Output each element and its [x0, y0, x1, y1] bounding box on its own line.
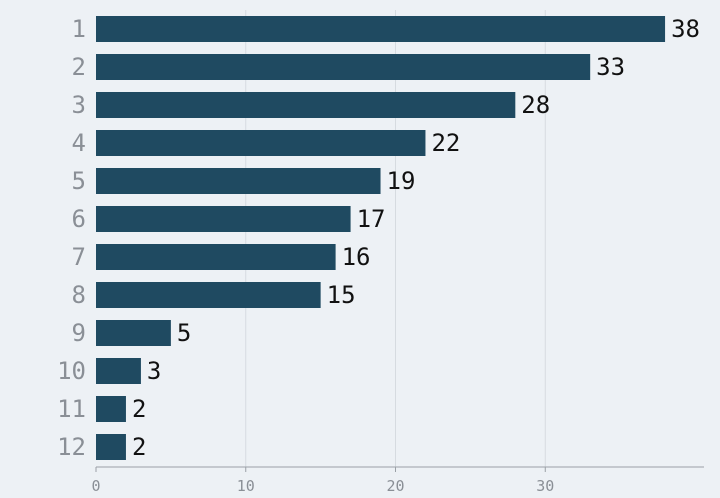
bars: [96, 16, 666, 460]
bar-1: [96, 16, 666, 42]
bar-11: [96, 396, 126, 422]
value-label-10: 3: [147, 357, 161, 385]
bar-3: [96, 92, 516, 118]
value-label-6: 17: [357, 205, 386, 233]
value-label-5: 19: [387, 167, 416, 195]
category-label-4: 4: [72, 129, 86, 157]
category-label-11: 11: [57, 395, 86, 423]
x-axis: 0 10 20 30: [91, 466, 704, 495]
value-label-3: 28: [521, 91, 550, 119]
bar-12: [96, 434, 126, 460]
value-label-7: 16: [342, 243, 371, 271]
x-tick-label-10: 10: [237, 477, 255, 495]
bar-10: [96, 358, 141, 384]
bar-4: [96, 130, 426, 156]
value-label-1: 38: [671, 15, 700, 43]
category-label-1: 1: [72, 15, 86, 43]
category-label-6: 6: [72, 205, 86, 233]
category-label-2: 2: [72, 53, 86, 81]
labels: 38 1 33 2 28 3 22 4 19 5 17 6 16 7 15 8 5 9 3 10 2 11 2 12: [57, 15, 700, 461]
bar-5: [96, 168, 381, 194]
category-label-8: 8: [72, 281, 86, 309]
value-label-12: 2: [132, 433, 146, 461]
category-label-12: 12: [57, 433, 86, 461]
bar-9: [96, 320, 171, 346]
category-label-7: 7: [72, 243, 86, 271]
value-label-4: 22: [431, 129, 460, 157]
category-label-5: 5: [72, 167, 86, 195]
x-tick-label-30: 30: [536, 477, 554, 495]
bar-2: [96, 54, 591, 80]
category-label-3: 3: [72, 91, 86, 119]
category-label-9: 9: [72, 319, 86, 347]
value-label-9: 5: [177, 319, 191, 347]
bar-7: [96, 244, 336, 270]
value-label-8: 15: [327, 281, 356, 309]
bar-6: [96, 206, 351, 232]
grid-lines: [245, 10, 546, 467]
category-label-10: 10: [57, 357, 86, 385]
x-tick-label-20: 20: [386, 477, 404, 495]
value-label-2: 33: [596, 53, 625, 81]
bar-8: [96, 282, 321, 308]
value-label-11: 2: [132, 395, 146, 423]
x-tick-label-0: 0: [91, 477, 100, 495]
